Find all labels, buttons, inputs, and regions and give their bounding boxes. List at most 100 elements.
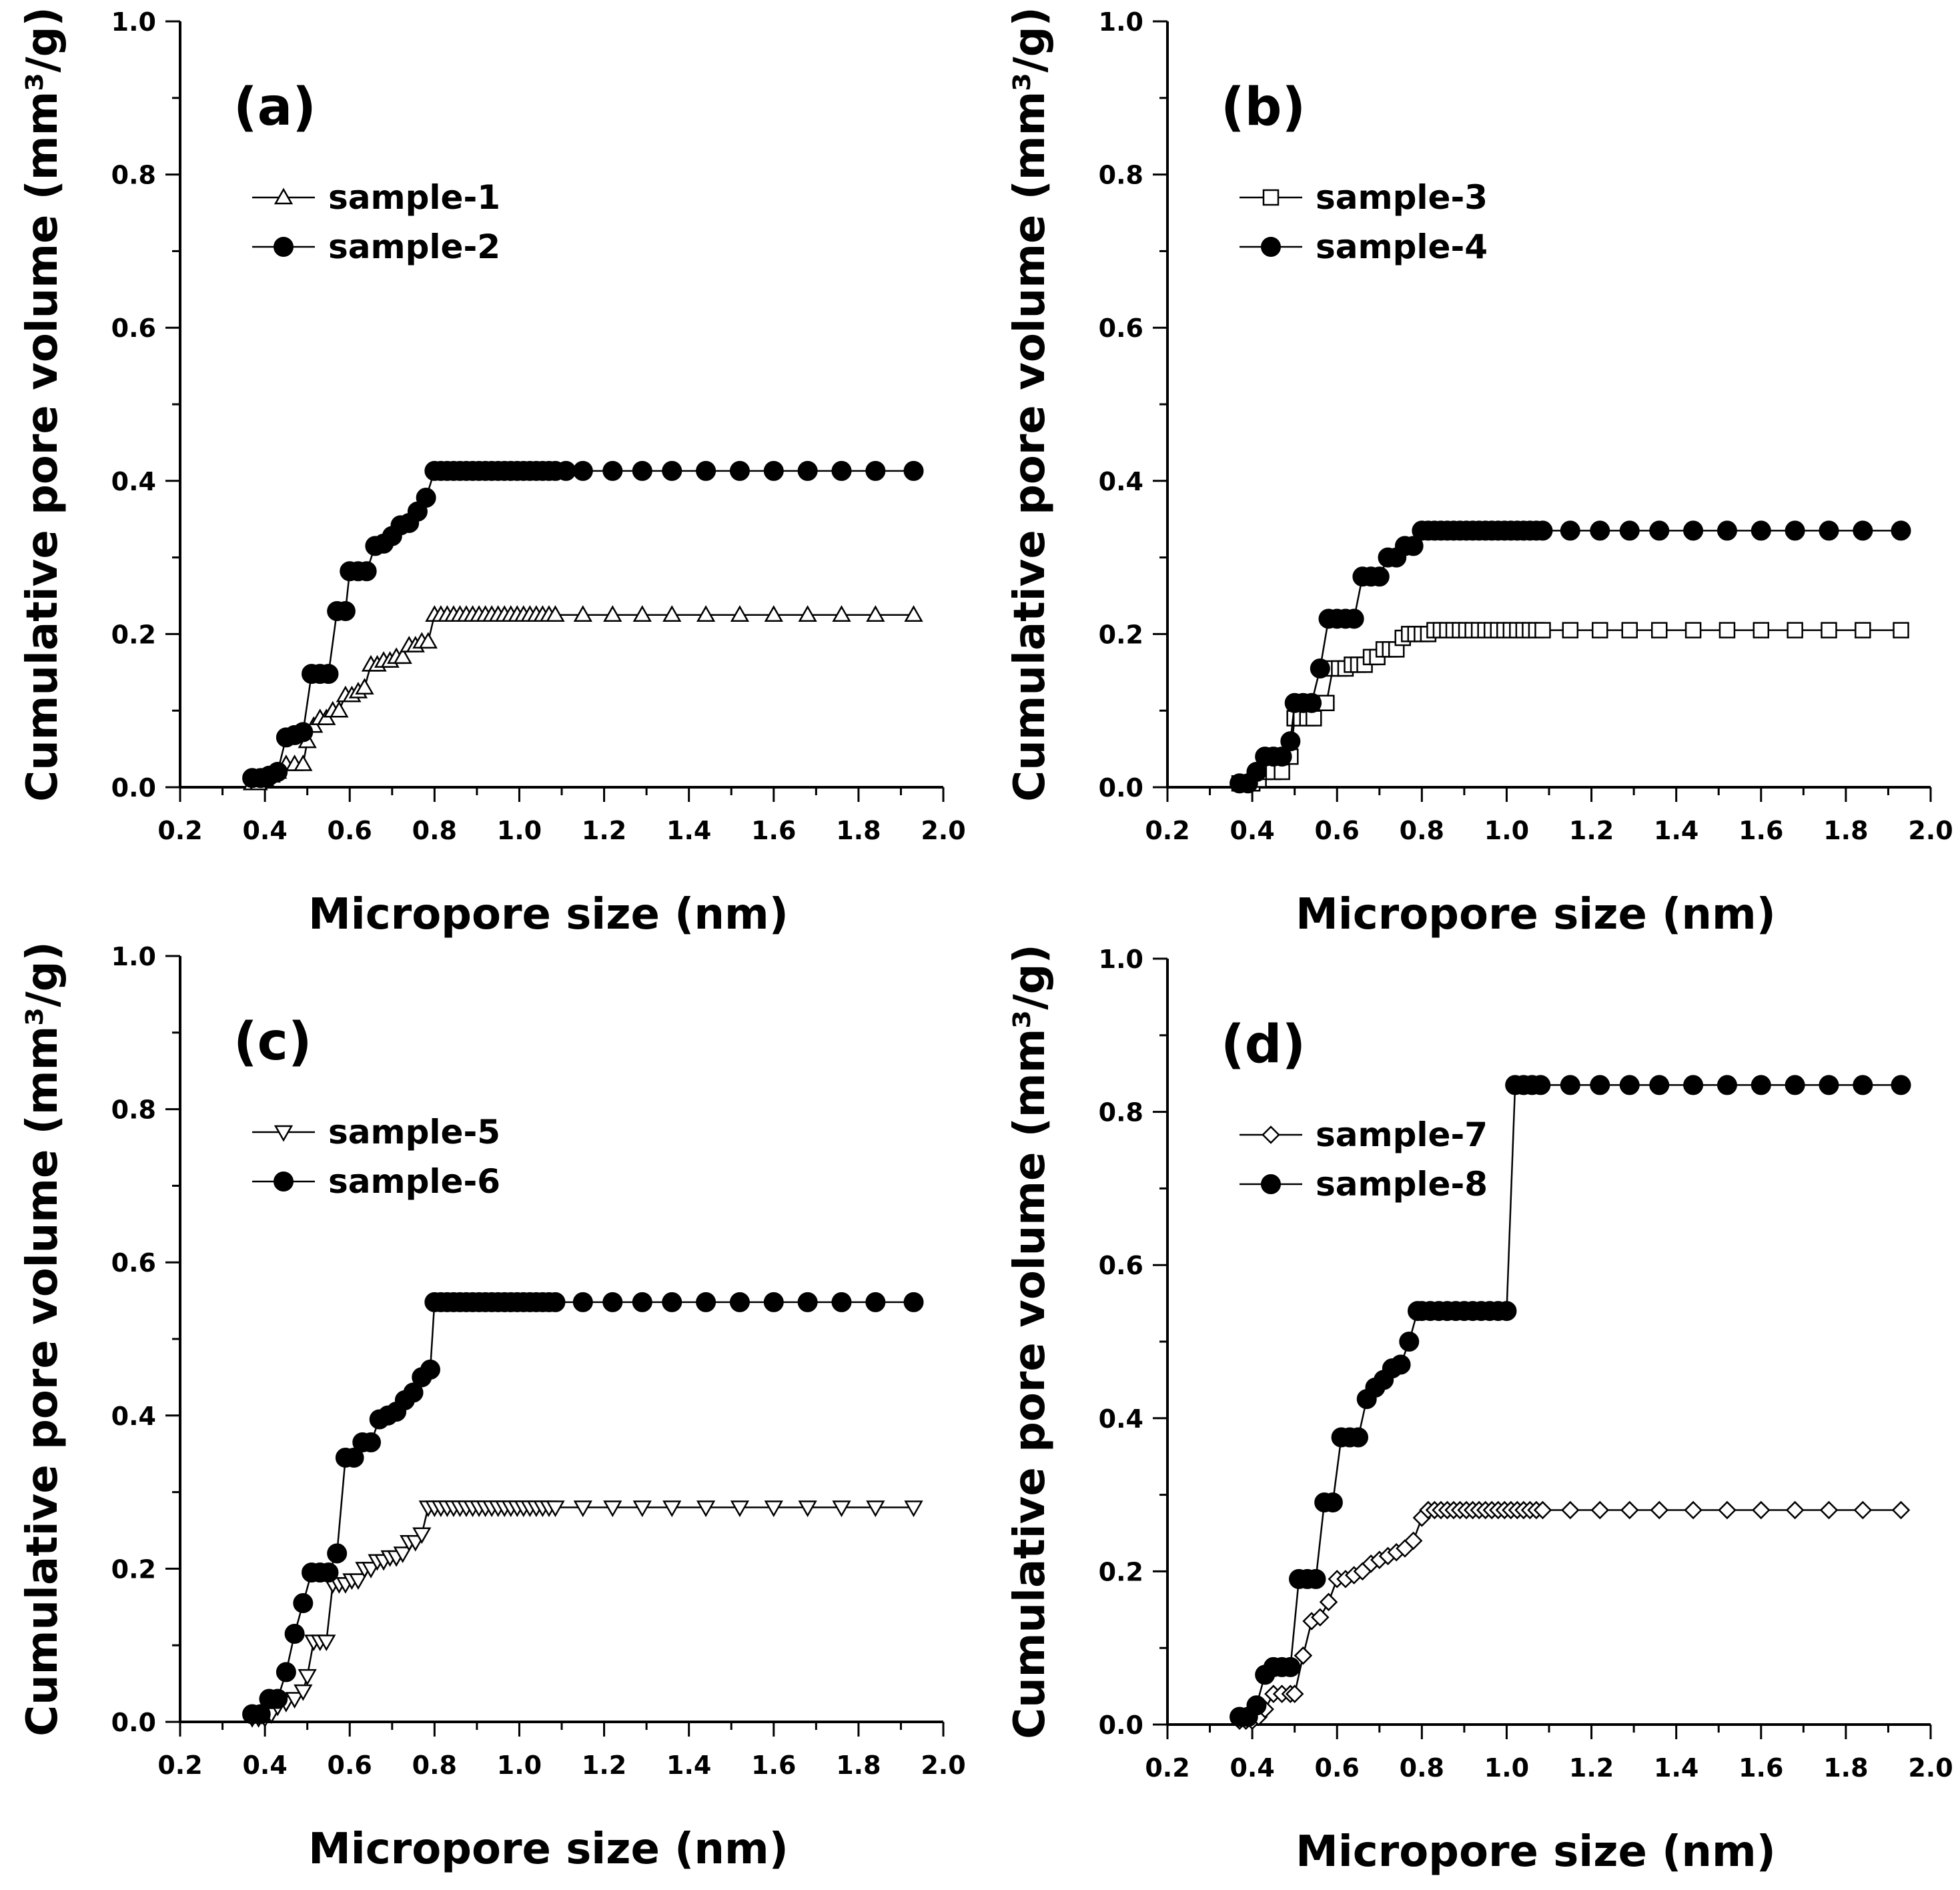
panel-d: 0.2 0.4 0.6 0.8 1.0 1.2 1.4 1.6 1.8 2.00.00.20.40… <box>1005 944 1953 1877</box>
data-point <box>1620 1500 1639 1520</box>
data-point <box>1562 622 1579 638</box>
data-point <box>1532 520 1553 541</box>
x-tick-label: 0.2 <box>157 816 202 845</box>
x-tick-label: 0.8 <box>412 816 457 845</box>
x-axis-title: Micropore size (nm) <box>1296 1827 1776 1877</box>
x-tick-label: 1.8 <box>836 1751 881 1780</box>
data-point <box>416 488 436 508</box>
series-line <box>1240 530 1901 785</box>
data-point <box>361 1432 381 1452</box>
y-tick-label: 0.6 <box>1099 314 1143 343</box>
x-tick-label: 0.4 <box>1230 816 1274 845</box>
x-tick-label: 0.6 <box>1315 1753 1360 1783</box>
legend-marker <box>1261 1174 1281 1194</box>
x-tick-label: 1.4 <box>1654 1753 1698 1783</box>
series-sample-8 <box>1230 1075 1911 1727</box>
data-point <box>294 1684 313 1701</box>
series-sample-7 <box>1230 1500 1911 1731</box>
y-tick-label: 1.0 <box>1099 7 1143 37</box>
data-point <box>412 1527 432 1544</box>
data-point <box>831 460 852 481</box>
data-point <box>632 1500 652 1518</box>
data-point <box>1348 1427 1368 1448</box>
x-tick-label: 0.2 <box>1145 816 1189 845</box>
legend-entry: sample-5 <box>252 1113 500 1151</box>
x-tick-label: 1.2 <box>582 816 626 845</box>
data-point <box>1274 763 1290 781</box>
series-sample-6 <box>242 1292 924 1725</box>
data-point <box>1590 1500 1610 1520</box>
x-tick-label: 0.4 <box>242 816 287 845</box>
x-tick-label: 2.0 <box>921 1751 965 1780</box>
data-point <box>832 1500 851 1518</box>
legend-label: sample-8 <box>1316 1165 1488 1204</box>
data-point <box>832 605 851 622</box>
data-point <box>1853 1500 1873 1520</box>
legend-marker <box>1262 1125 1280 1144</box>
data-point <box>662 605 682 622</box>
data-point <box>1246 1695 1267 1716</box>
data-point <box>344 1447 364 1468</box>
data-point <box>1855 622 1871 638</box>
data-point <box>1683 520 1704 541</box>
x-tick-label: 1.0 <box>497 1751 542 1780</box>
data-point <box>632 1292 652 1312</box>
data-point <box>403 1382 424 1403</box>
data-point <box>1306 1568 1326 1589</box>
y-tick-label: 0.4 <box>1099 467 1143 496</box>
data-point <box>573 1500 592 1518</box>
data-point <box>1302 692 1322 713</box>
data-point <box>1534 622 1551 638</box>
x-tick-label: 1.0 <box>1484 816 1529 845</box>
data-point <box>865 460 886 481</box>
data-point <box>572 460 593 481</box>
data-point <box>1785 1500 1805 1520</box>
series-line <box>1240 1509 1901 1722</box>
panel-label: (b) <box>1221 77 1306 137</box>
data-point <box>1310 658 1330 679</box>
data-point <box>1751 1075 1771 1095</box>
data-point <box>1751 520 1771 541</box>
data-point <box>1785 1075 1805 1095</box>
series-sample-3 <box>1231 622 1909 792</box>
x-tick-label: 1.4 <box>1654 816 1698 845</box>
data-point <box>294 755 313 771</box>
legend-label: sample-2 <box>328 227 500 266</box>
legend-label: sample-5 <box>328 1113 500 1151</box>
data-point <box>1369 566 1390 587</box>
data-point <box>764 1500 783 1518</box>
x-tick-label: 1.2 <box>1569 1753 1614 1783</box>
data-point <box>293 722 314 743</box>
x-tick-label: 1.8 <box>836 816 881 845</box>
data-point <box>1650 1500 1669 1520</box>
x-tick-label: 0.8 <box>412 1751 457 1780</box>
data-point <box>1590 520 1610 541</box>
data-point <box>556 460 576 481</box>
data-point <box>1619 520 1640 541</box>
data-point <box>1853 520 1873 541</box>
y-tick-label: 0.6 <box>1099 1251 1143 1280</box>
data-point <box>1785 520 1805 541</box>
panel-label: (d) <box>1221 1015 1306 1075</box>
data-point <box>1319 1592 1338 1612</box>
data-point <box>1285 1685 1304 1703</box>
y-tick-label: 0.8 <box>1099 1098 1143 1127</box>
y-axis-title: Cumulative pore volume (mm³/g) <box>18 7 67 802</box>
legend-entry: sample-3 <box>1240 178 1488 217</box>
data-point <box>1560 520 1580 541</box>
y-tick-label: 0.2 <box>1099 620 1143 649</box>
data-point <box>1683 1075 1704 1095</box>
panel-label: (a) <box>233 77 316 137</box>
x-tick-label: 1.2 <box>1569 816 1614 845</box>
y-tick-label: 0.4 <box>111 467 156 496</box>
panel-b: 0.2 0.4 0.6 0.8 1.0 1.2 1.4 1.6 1.8 2.00.00.20.40… <box>1005 7 1953 939</box>
data-point <box>418 632 438 649</box>
legend-marker <box>1262 189 1280 206</box>
legend-entry: sample-7 <box>1240 1115 1488 1154</box>
data-point <box>1344 608 1364 629</box>
data-point <box>1280 731 1301 752</box>
data-point <box>293 1593 314 1614</box>
data-point <box>356 561 377 582</box>
y-axis-title: Cumulative pore volume (mm³/g) <box>1005 7 1055 802</box>
